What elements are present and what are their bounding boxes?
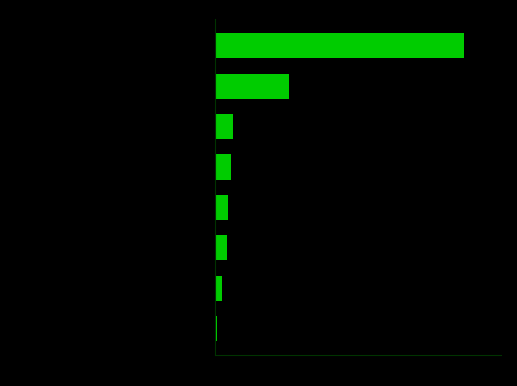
Bar (215, 316, 217, 341)
Bar (215, 195, 228, 220)
Bar (215, 73, 289, 98)
Bar (215, 154, 231, 179)
Bar (215, 276, 222, 301)
Bar (215, 114, 234, 139)
Bar (215, 33, 464, 58)
Bar (215, 235, 227, 261)
